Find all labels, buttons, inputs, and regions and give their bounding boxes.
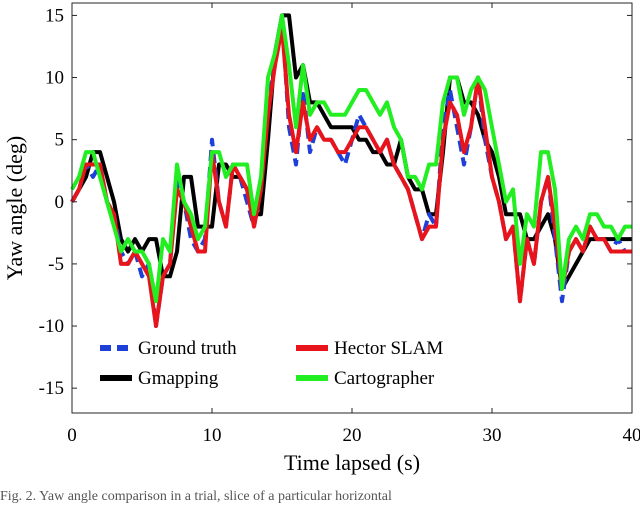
y-tick-label: 15 — [45, 5, 64, 26]
series-line-hector-slam — [70, 25, 632, 328]
legend-label-hector-slam: Hector SLAM — [334, 338, 443, 359]
y-tick-label: -10 — [39, 316, 64, 337]
x-tick-label: 30 — [483, 425, 502, 446]
legend-label-ground-truth: Ground truth — [138, 338, 237, 359]
x-tick-label: 0 — [67, 425, 77, 446]
y-axis-title: Yaw angle (deg) — [2, 136, 27, 280]
legend-label-cartographer: Cartographer — [334, 368, 435, 389]
x-tick-label: 10 — [203, 425, 222, 446]
series-layer — [70, 13, 632, 328]
y-tick-label: -5 — [48, 254, 64, 275]
x-tick-label: 40 — [623, 425, 640, 446]
legend: Ground truth Gmapping Hector SLAM Cartograp… — [100, 338, 443, 389]
y-tick-label: 5 — [55, 130, 65, 151]
figure-caption: Fig. 2. Yaw angle comparison in a trial,… — [0, 489, 392, 504]
axis-ticks: 0 10 20 30 40 -15 -10 -5 0 5 10 15 — [39, 3, 640, 446]
y-tick-label: -15 — [39, 378, 64, 399]
series-line-ground-truth — [70, 13, 632, 328]
series-line-cartographer — [70, 13, 632, 304]
x-axis-title: Time lapsed (s) — [284, 450, 420, 475]
legend-label-gmapping: Gmapping — [138, 368, 219, 389]
y-tick-label: 10 — [45, 68, 64, 89]
y-tick-label: 0 — [55, 192, 65, 213]
x-tick-label: 20 — [343, 425, 362, 446]
